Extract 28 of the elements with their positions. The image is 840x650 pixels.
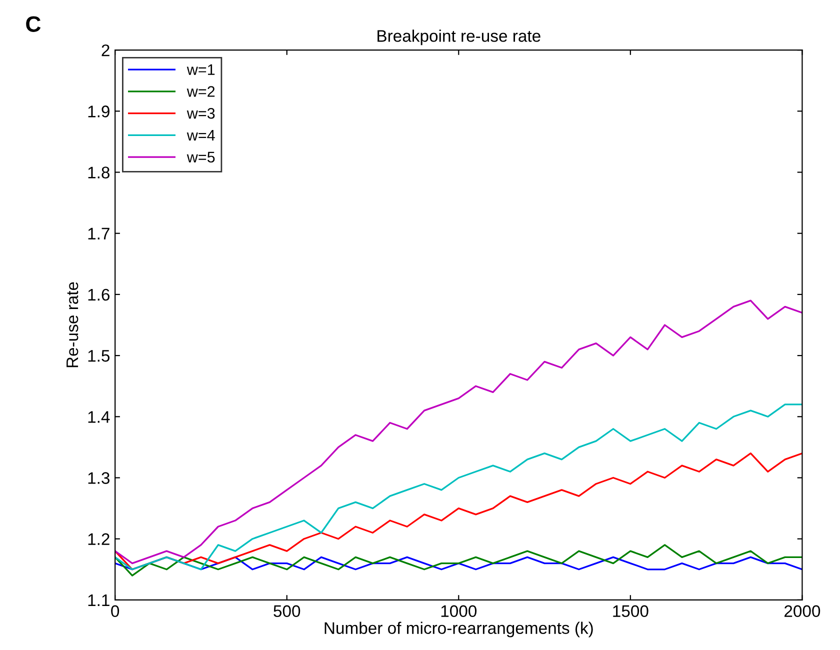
- legend-label: w=5: [186, 152, 215, 163]
- line-series: [115, 544, 802, 576]
- y-tick-label: 1.9: [88, 106, 110, 118]
- y-tick-label: 1.4: [88, 411, 110, 423]
- legend-label: w=1: [186, 64, 215, 75]
- line-series: [115, 404, 802, 570]
- y-tick-label: 1.6: [88, 288, 110, 301]
- x-tick-label: 500: [274, 605, 300, 618]
- y-tick-label: 1.1: [88, 594, 110, 606]
- legend-label: w=4: [186, 130, 215, 141]
- x-tick-label: 0: [111, 605, 120, 618]
- legend-label: w=3: [186, 108, 215, 119]
- line-series: [115, 452, 802, 570]
- y-tick-label: 2: [102, 44, 110, 56]
- x-tick-label: 2000: [784, 605, 820, 618]
- y-axis-title: Re-use rate: [66, 282, 78, 368]
- y-tick-label: 1.7: [88, 228, 110, 240]
- y-tick-label: 1.5: [88, 350, 110, 362]
- chart-title: Breakpoint re-use rate: [378, 30, 540, 46]
- y-tick-label: 1.2: [88, 533, 110, 545]
- y-tick-label: 1.3: [88, 472, 110, 484]
- x-tick-label: 1500: [613, 605, 648, 618]
- x-axis-title: Number of micro-rearrangements (k): [324, 622, 593, 638]
- legend-label: w=2: [186, 86, 215, 97]
- x-tick-label: 1000: [441, 605, 477, 618]
- text: C: [26, 16, 41, 32]
- line-series: [115, 300, 802, 564]
- y-tick-label: 1.8: [88, 166, 110, 178]
